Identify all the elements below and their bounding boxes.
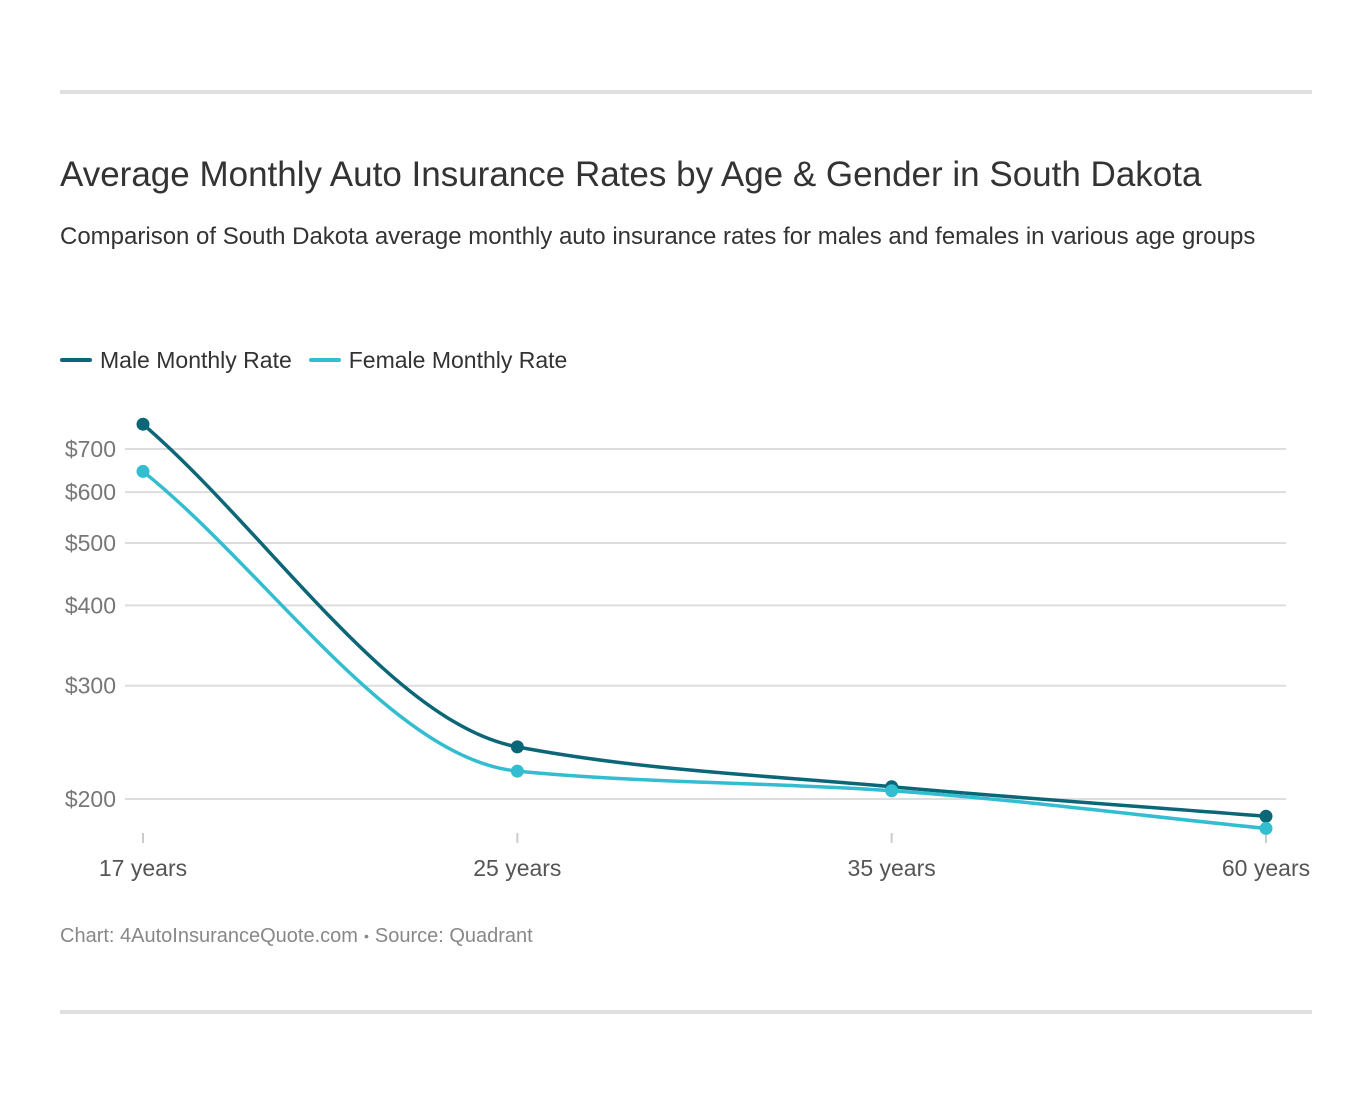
chart-subtitle: Comparison of South Dakota average month… [60,223,1256,250]
y-tick-label: $500 [65,530,116,556]
legend-swatch-male [60,358,92,362]
y-tick-label: $700 [65,436,116,462]
legend-label-female: Female Monthly Rate [348,346,568,373]
series-line-female [141,469,1268,831]
bottom-divider [60,1010,1312,1014]
chart-credit: Chart: 4AutoInsuranceQuote.com [60,925,358,947]
legend-swatch-female [308,358,341,362]
data-point-female[interactable] [1259,821,1273,835]
x-tick-label: 35 years [848,855,936,881]
y-axis-ticks: $200 $300 $400 $500 $600 $700 [65,436,116,812]
footer-separator: • [363,928,369,944]
legend-item-male[interactable]: Male Monthly Rate [60,347,292,374]
data-point-male[interactable] [136,417,150,431]
chart-legend: Male Monthly Rate Female Monthly Rate [60,343,584,377]
legend-item-female[interactable]: Female Monthly Rate [308,346,568,374]
y-tick-label: $600 [65,479,116,505]
data-point-female[interactable] [885,784,899,798]
data-points [136,417,1273,835]
gridlines [125,448,1286,800]
x-tick-label: 17 years [99,855,187,881]
top-divider [60,90,1312,94]
data-point-male[interactable] [1259,809,1273,823]
series-lines [141,422,1268,831]
chart-footer: Chart: 4AutoInsuranceQuote.com • Source: Q… [60,922,533,951]
y-tick-label: $200 [65,786,116,812]
x-axis-ticks: 17 years 25 years 35 years 60 years [99,833,1310,881]
series-line-male [141,422,1268,819]
chart-source: Source: Quadrant [374,925,533,947]
y-tick-label: $400 [65,592,116,618]
x-tick-label: 25 years [473,855,561,881]
chart-title: Average Monthly Auto Insurance Rates by … [60,155,1202,194]
x-tick-label: 60 years [1222,855,1310,881]
data-point-male[interactable] [510,740,524,754]
legend-label-male: Male Monthly Rate [100,346,292,373]
y-tick-label: $300 [65,673,116,699]
data-point-female[interactable] [136,464,150,478]
data-point-female[interactable] [510,764,524,778]
